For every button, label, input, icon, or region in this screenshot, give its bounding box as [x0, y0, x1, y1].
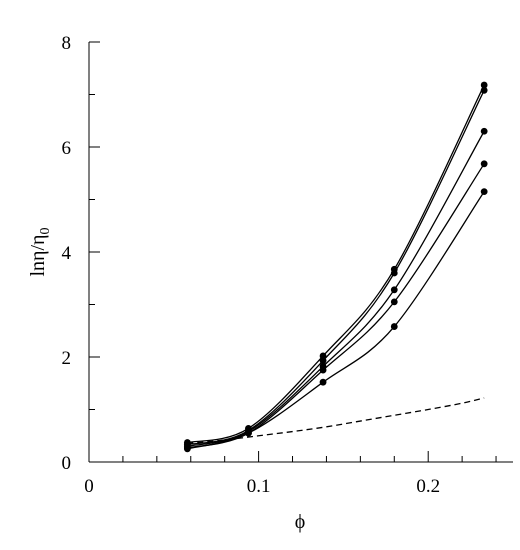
x-tick-label: 0.1	[247, 476, 271, 497]
x-tick-label: 0.2	[416, 476, 440, 497]
x-tick-label: 0	[84, 476, 94, 497]
data-point	[480, 160, 488, 168]
data-point	[480, 86, 488, 94]
y-axis-title-main: lnη/η	[27, 234, 49, 276]
y-tick-label: 4	[62, 243, 72, 264]
y-axis-title-subscript: 0	[38, 227, 53, 234]
data-point	[480, 127, 488, 135]
y-tick-label: 8	[62, 33, 72, 54]
series-layer	[183, 81, 488, 453]
data-point	[319, 352, 327, 360]
data-point	[390, 323, 398, 330]
data-point	[319, 378, 327, 386]
data-point	[390, 286, 398, 294]
series-line-2	[187, 90, 485, 446]
series-line-4	[187, 163, 485, 449]
x-axis-title: ϕ	[295, 511, 306, 533]
axes: 0 0.1 0.2 0 2 4 6 8	[62, 33, 513, 497]
y-tick-label: 0	[62, 453, 72, 474]
y-axis-title: lnη/η0	[27, 227, 53, 276]
series-line-5	[187, 191, 485, 450]
data-point	[390, 298, 398, 306]
data-point	[319, 357, 327, 365]
data-point	[480, 81, 488, 89]
y-tick-label: 2	[62, 348, 72, 369]
data-point	[183, 445, 191, 453]
series-dashed-line	[187, 397, 485, 445]
data-point	[319, 366, 327, 374]
series-line-1	[187, 84, 485, 444]
y-tick-label: 6	[62, 138, 72, 159]
data-point	[480, 188, 488, 196]
data-point	[245, 429, 252, 437]
series-line-3	[187, 130, 485, 447]
data-point	[390, 269, 398, 277]
